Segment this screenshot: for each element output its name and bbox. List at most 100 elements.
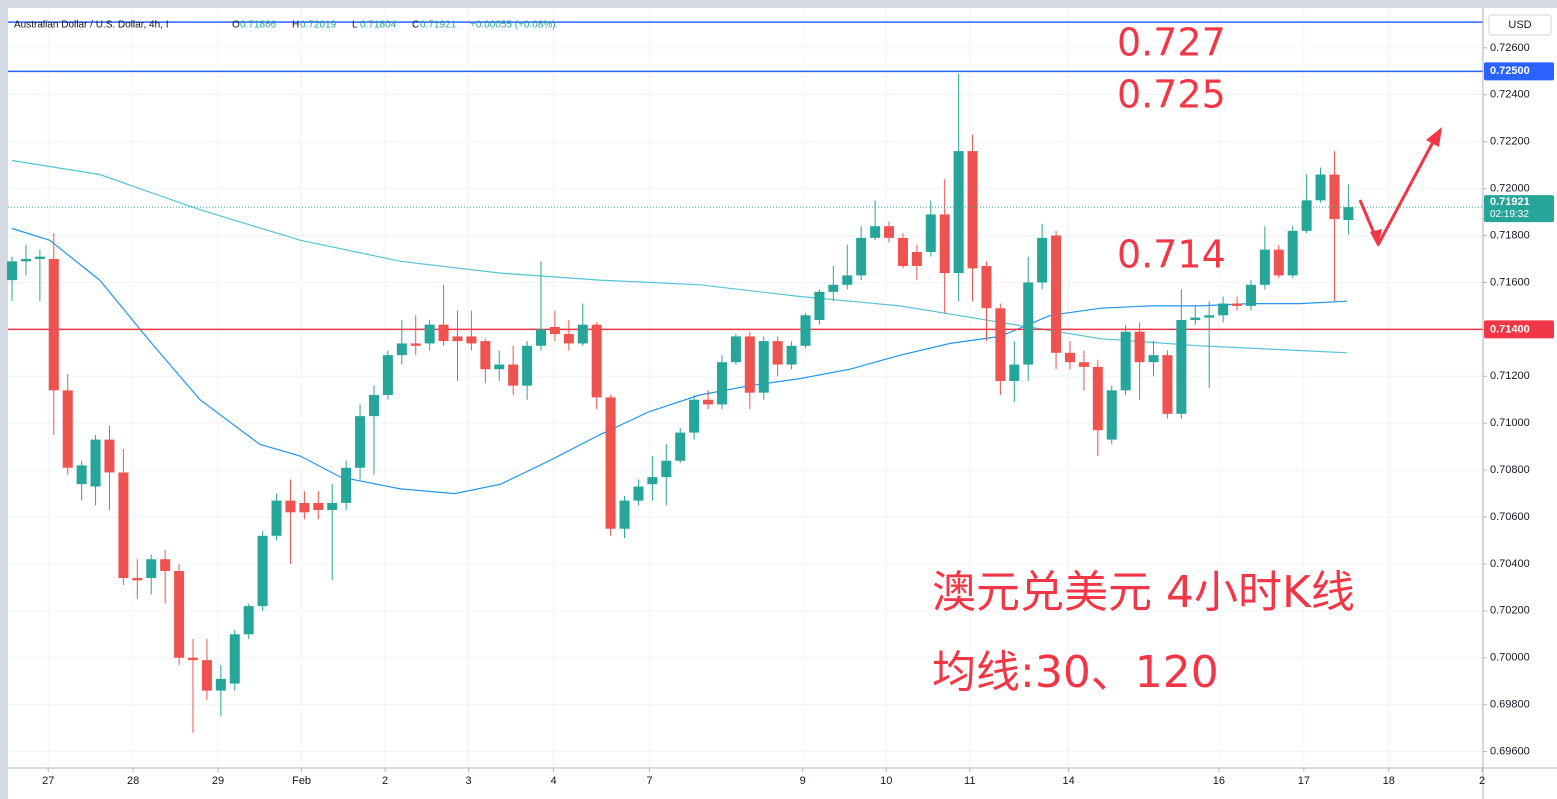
candle-body — [424, 324, 435, 344]
candle-body — [1204, 315, 1215, 318]
x-tick-label: 2 — [382, 775, 388, 787]
candle-body — [1301, 200, 1312, 231]
price-tag-label: 0.72500 — [1490, 65, 1530, 77]
currency-box[interactable] — [1488, 14, 1552, 36]
candle-body — [118, 472, 129, 578]
candle-body — [62, 390, 73, 468]
candle-body — [327, 502, 338, 510]
countdown: 02:19:32 — [1490, 209, 1529, 220]
candle-body — [814, 291, 825, 320]
candle-body — [1023, 282, 1034, 365]
x-tick-label: 11 — [964, 775, 975, 787]
ohlc-label: H — [292, 20, 299, 31]
candle-body — [689, 399, 700, 433]
candle-body — [703, 399, 714, 405]
x-tick-label: 29 — [212, 775, 224, 787]
candle-body — [368, 395, 379, 417]
x-tick-label: 3 — [466, 775, 472, 787]
candle-body — [1106, 390, 1117, 440]
candle-body — [341, 467, 352, 503]
symbol: Australian Dollar / U.S. Dollar, 4h, I — [14, 20, 169, 31]
candle-body — [1218, 303, 1229, 316]
candle-body — [243, 606, 254, 635]
candle-body — [215, 678, 226, 691]
y-tick-label: 0.72200 — [1490, 136, 1530, 148]
candle-body — [201, 660, 212, 691]
candle-body — [1120, 331, 1131, 391]
y-tick-label: 0.70400 — [1490, 558, 1530, 570]
x-tick-label: 27 — [42, 775, 54, 787]
ohlc-value: 0.71866 — [240, 20, 277, 31]
y-tick-label: 0.72600 — [1490, 42, 1530, 54]
candle-body — [313, 502, 324, 510]
y-tick-label: 0.72000 — [1490, 183, 1530, 195]
y-tick-label: 0.71800 — [1490, 229, 1530, 241]
candle-body — [897, 237, 908, 267]
candle-body — [174, 570, 185, 658]
x-tick-label: 16 — [1213, 775, 1225, 787]
candle-body — [132, 578, 143, 581]
price-tag — [1484, 62, 1554, 81]
candle-body — [285, 500, 296, 513]
ohlc-value: 0.71921 — [420, 20, 457, 31]
y-tick-label: 0.71200 — [1490, 370, 1530, 382]
candle-body — [355, 416, 366, 468]
candle-body — [661, 460, 672, 478]
candle-body — [758, 341, 769, 393]
candle-body — [1329, 174, 1340, 220]
currency: USD — [1508, 19, 1531, 31]
candle-body — [1092, 366, 1103, 431]
moving-average — [11, 159, 1348, 354]
candle-body — [396, 343, 407, 356]
ohlc-value: 0.71804 — [360, 20, 397, 31]
candle-body — [299, 502, 310, 513]
candle-body — [410, 343, 421, 346]
x-tick-label: 4 — [550, 775, 556, 787]
candle-body — [466, 336, 477, 344]
ohlc-label: L — [352, 20, 358, 31]
current-price-tag — [1484, 195, 1554, 223]
candle-body — [1176, 319, 1187, 414]
candle-body — [953, 151, 964, 274]
candle-body — [647, 477, 658, 485]
candle-body — [967, 151, 978, 269]
candle-body — [7, 261, 18, 281]
candle-body — [577, 324, 588, 344]
y-tick-label: 0.70600 — [1490, 511, 1530, 523]
candle-body — [160, 559, 171, 571]
x-tick-label: 2 — [1479, 775, 1485, 787]
candle-body — [730, 336, 741, 363]
candle-body — [76, 465, 87, 485]
candle-body — [744, 336, 755, 393]
candle-body — [772, 341, 783, 365]
candle-body — [591, 324, 602, 398]
candle-body — [229, 634, 240, 684]
x-tick-label: 28 — [127, 775, 139, 787]
y-tick-label: 0.70200 — [1490, 605, 1530, 617]
candle-body — [911, 251, 922, 267]
panel — [8, 8, 1557, 799]
candle-body — [549, 327, 560, 335]
candle-body — [1259, 249, 1270, 285]
candle-body — [828, 284, 839, 292]
y-tick-label: 0.71600 — [1490, 276, 1530, 288]
candle-body — [452, 336, 463, 342]
y-tick-label: 0.69800 — [1490, 699, 1530, 711]
candle-body — [257, 535, 268, 607]
ohlc-value: 0.72019 — [300, 20, 337, 31]
x-tick-label: Feb — [292, 775, 311, 787]
candle-body — [1064, 352, 1075, 363]
candle-body — [716, 362, 727, 405]
candle-body — [1078, 362, 1089, 367]
arrow-head — [1426, 127, 1442, 147]
candle-body — [146, 559, 157, 578]
candle-body — [90, 439, 101, 487]
moving-average — [11, 227, 1348, 495]
candle-body — [34, 256, 45, 259]
candle-body — [494, 364, 505, 370]
x-tick-label: 7 — [647, 775, 653, 787]
annotation: 0.714 — [1117, 233, 1226, 277]
candle-body — [382, 355, 393, 396]
arrow-up — [1376, 141, 1435, 246]
